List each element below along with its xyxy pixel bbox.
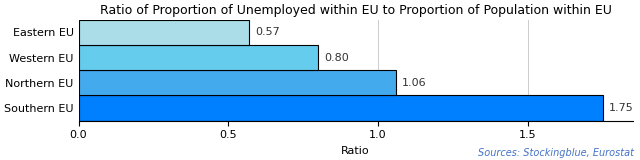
- Bar: [79, 20, 249, 45]
- X-axis label: Ratio: Ratio: [341, 146, 370, 156]
- Text: Sources: Stockingblue, Eurostat: Sources: Stockingblue, Eurostat: [477, 148, 634, 158]
- Text: 0.80: 0.80: [324, 52, 349, 63]
- Bar: [79, 70, 396, 95]
- Title: Ratio of Proportion of Unemployed within EU to Proportion of Population within E: Ratio of Proportion of Unemployed within…: [100, 4, 611, 17]
- Text: 1.06: 1.06: [402, 78, 427, 88]
- Text: 0.57: 0.57: [255, 27, 280, 37]
- Bar: [79, 95, 603, 120]
- Bar: [79, 45, 318, 70]
- Text: 1.75: 1.75: [609, 103, 634, 113]
